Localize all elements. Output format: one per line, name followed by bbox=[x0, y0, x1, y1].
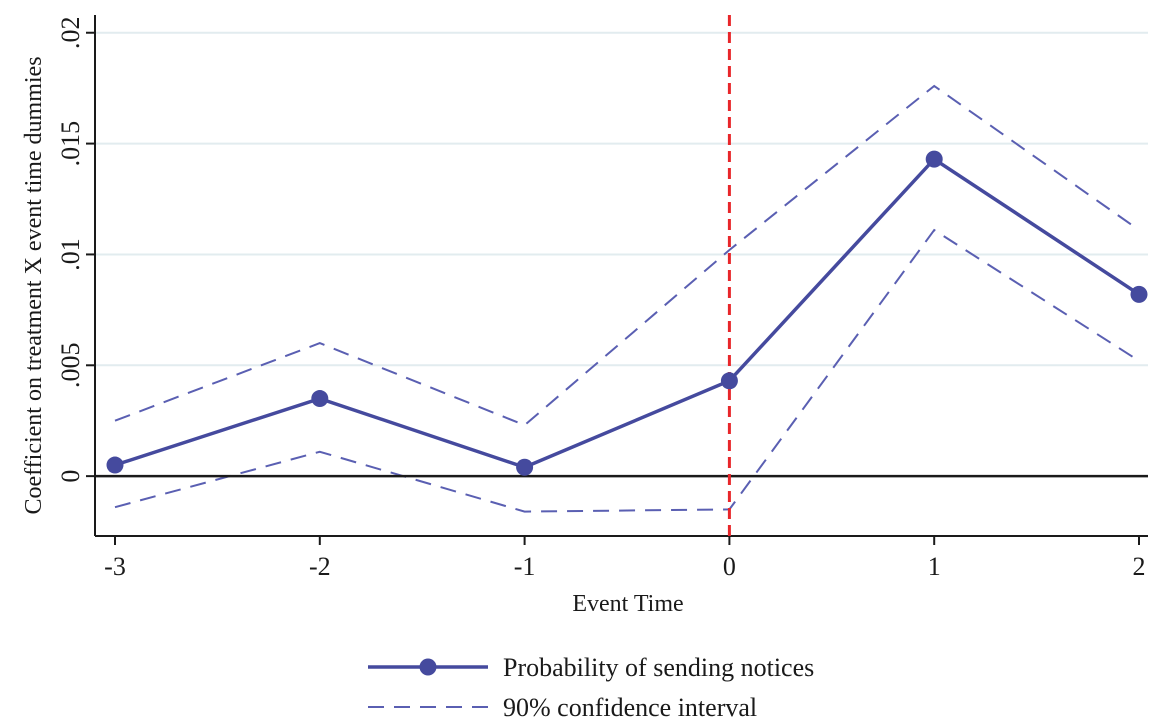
x-tick-label-4: 1 bbox=[928, 552, 941, 581]
coefficient-point-4 bbox=[925, 150, 943, 168]
axis-labels: 0 .005 .01 .015 .02 -3 -2 -1 0 1 2 Event Time Coeffi… bbox=[21, 16, 1146, 617]
y-tick-label-3: .015 bbox=[56, 121, 85, 167]
gridlines bbox=[95, 31, 1148, 367]
ci-lower-line bbox=[114, 228, 1140, 513]
confidence-interval-lines bbox=[114, 84, 1140, 513]
x-axis-title: Event Time bbox=[572, 591, 683, 617]
x-tick-label-0: -3 bbox=[104, 552, 126, 581]
axes bbox=[86, 15, 1148, 545]
legend: Probability of sending notices 90% confid… bbox=[368, 653, 814, 722]
ci-upper-line bbox=[114, 84, 1140, 427]
x-tick-label-1: -2 bbox=[309, 552, 331, 581]
coefficient-point-5 bbox=[1130, 285, 1148, 303]
y-tick-label-4: .02 bbox=[56, 16, 85, 49]
reference-lines bbox=[95, 15, 1148, 536]
coefficient-point-1 bbox=[311, 390, 329, 408]
legend-label-ci: 90% confidence interval bbox=[503, 693, 757, 722]
coefficient-point-3 bbox=[720, 372, 738, 390]
y-tick-label-0: 0 bbox=[56, 470, 85, 483]
x-tick-label-2: -1 bbox=[514, 552, 536, 581]
coefficient-point-2 bbox=[516, 458, 534, 476]
coefficient-point-0 bbox=[106, 456, 124, 474]
y-tick-label-2: .01 bbox=[56, 238, 85, 271]
coefficient-line bbox=[114, 156, 1140, 470]
legend-label-coefficient: Probability of sending notices bbox=[503, 653, 814, 682]
x-tick-label-3: 0 bbox=[723, 552, 736, 581]
x-tick-label-5: 2 bbox=[1133, 552, 1146, 581]
y-tick-label-1: .005 bbox=[56, 343, 85, 389]
coefficient-series bbox=[106, 150, 1148, 476]
y-axis-title: Coefficient on treatment X event time du… bbox=[21, 56, 47, 514]
legend-key-marker bbox=[419, 658, 437, 676]
